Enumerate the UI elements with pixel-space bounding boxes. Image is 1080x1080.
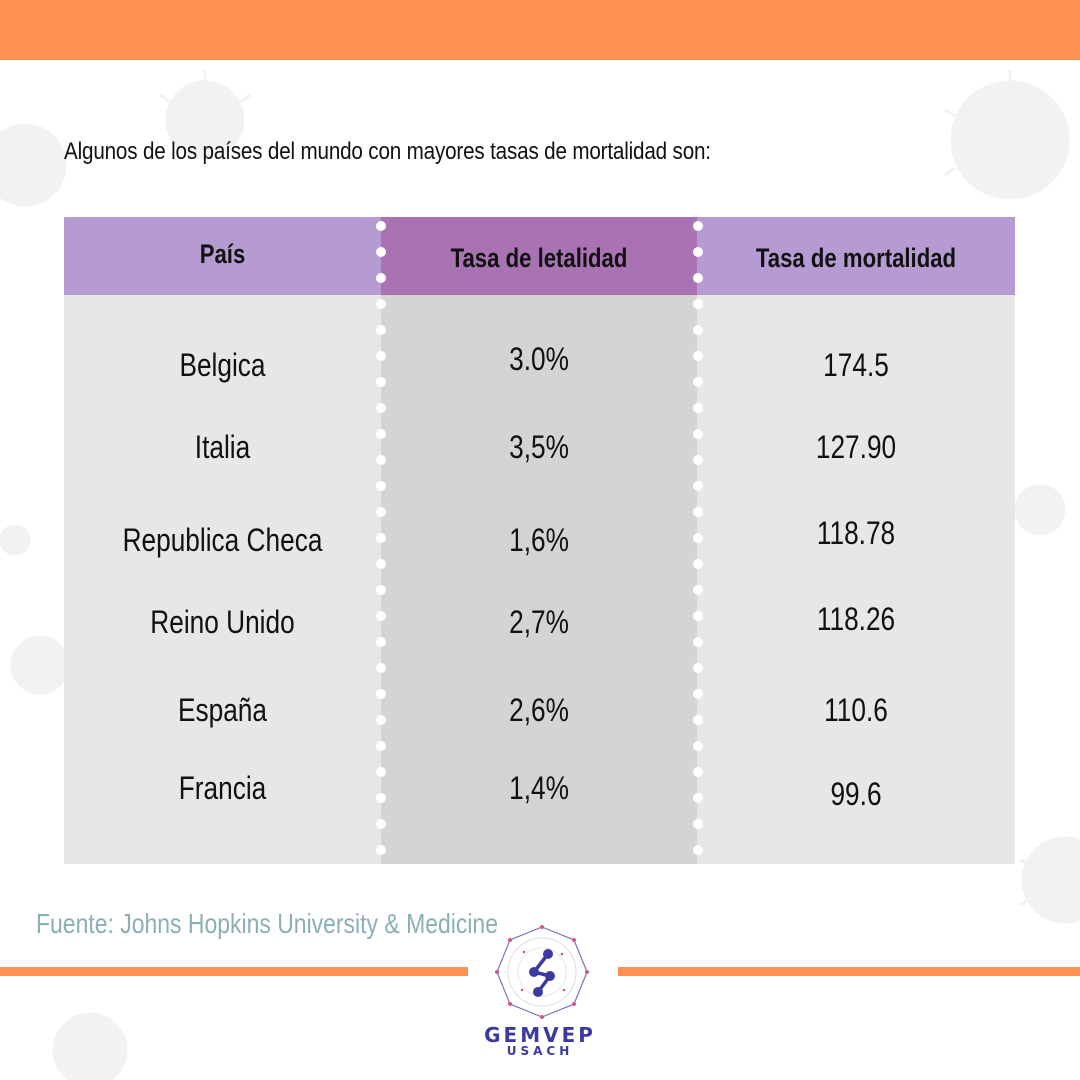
divider-dot [693,429,703,439]
cell-country: Belgica [179,347,266,383]
header-country: País [64,217,381,295]
dotted-divider-left [374,217,388,864]
divider-dot [376,429,386,439]
top-accent-bar [0,0,1080,60]
cell-lethality: 3.0% [509,341,569,377]
divider-dot [376,247,386,257]
divider-dot [376,221,386,231]
divider-dot [376,325,386,335]
divider-dot [376,793,386,803]
divider-dot [376,403,386,413]
cell-country: Reino Unido [150,604,295,640]
divider-dot [693,351,703,361]
divider-dot [376,767,386,777]
divider-dot [376,533,386,543]
cell-mortality: 174.5 [823,347,889,383]
header-label: Tasa de mortalidad [755,243,957,273]
header-label: Tasa de letalidad [450,243,628,273]
cell-lethality: 3,5% [509,429,569,465]
divider-dot [376,845,386,855]
column-mortality: Tasa de mortalidad 174.5 127.90 118.78 1… [697,217,1015,864]
divider-dot [693,377,703,387]
divider-dot [376,715,386,725]
divider-dot [693,299,703,309]
divider-dot [376,273,386,283]
divider-dot [376,585,386,595]
header-mortality: Tasa de mortalidad [697,217,1015,295]
divider-dot [693,481,703,491]
divider-dot [376,559,386,569]
divider-dot [376,637,386,647]
cell-mortality: 118.26 [816,601,896,637]
mortality-table: País Belgica Italia Republica Checa Rein… [64,217,1015,864]
gemvep-logo-icon [495,925,589,1019]
divider-dot [376,663,386,673]
divider-dot [376,351,386,361]
cell-mortality: 110.6 [824,692,888,728]
dotted-divider-right [691,217,705,864]
cell-lethality: 1,6% [509,522,569,558]
divider-dot [693,273,703,283]
intro-text: Algunos de los países del mundo con mayo… [64,138,711,165]
divider-dot [693,247,703,257]
header-lethality: Tasa de letalidad [381,217,697,295]
divider-dot [693,585,703,595]
footer-line-right [618,967,1080,976]
divider-dot [376,611,386,621]
cell-mortality: 118.78 [816,515,896,551]
cell-lethality: 2,6% [509,692,569,728]
cell-mortality: 99.6 [830,776,882,812]
footer-line-left [0,967,468,976]
divider-dot [693,559,703,569]
divider-dot [693,325,703,335]
cell-country: España [178,692,267,728]
divider-dot [376,741,386,751]
divider-dot [693,793,703,803]
header-label: País [199,239,246,269]
divider-dot [693,819,703,829]
divider-dot [693,663,703,673]
divider-dot [376,507,386,517]
column-lethality: Tasa de letalidad 3.0% 3,5% 1,6% 2,7% 2,… [381,217,697,864]
cell-country: Italia [194,429,251,465]
divider-dot [693,767,703,777]
divider-dot [693,741,703,751]
divider-dot [376,689,386,699]
divider-dot [376,819,386,829]
divider-dot [376,377,386,387]
divider-dot [693,507,703,517]
divider-dot [693,611,703,621]
source-credit: Fuente: Johns Hopkins University & Medic… [36,908,498,939]
divider-dot [693,845,703,855]
divider-dot [693,455,703,465]
logo-name: GEMVEP [484,1023,596,1047]
column-country: País Belgica Italia Republica Checa Rein… [64,217,381,864]
logo-subtitle: USACH [506,1044,574,1058]
cell-lethality: 1,4% [509,770,569,806]
divider-dot [693,221,703,231]
divider-dot [376,481,386,491]
cell-country: Francia [178,770,267,806]
cell-country: Republica Checa [122,522,323,558]
divider-dot [693,637,703,647]
divider-dot [693,533,703,543]
cell-mortality: 127.90 [815,429,897,465]
cell-lethality: 2,7% [509,604,569,640]
divider-dot [693,403,703,413]
divider-dot [376,455,386,465]
divider-dot [693,689,703,699]
divider-dot [693,715,703,725]
divider-dot [376,299,386,309]
